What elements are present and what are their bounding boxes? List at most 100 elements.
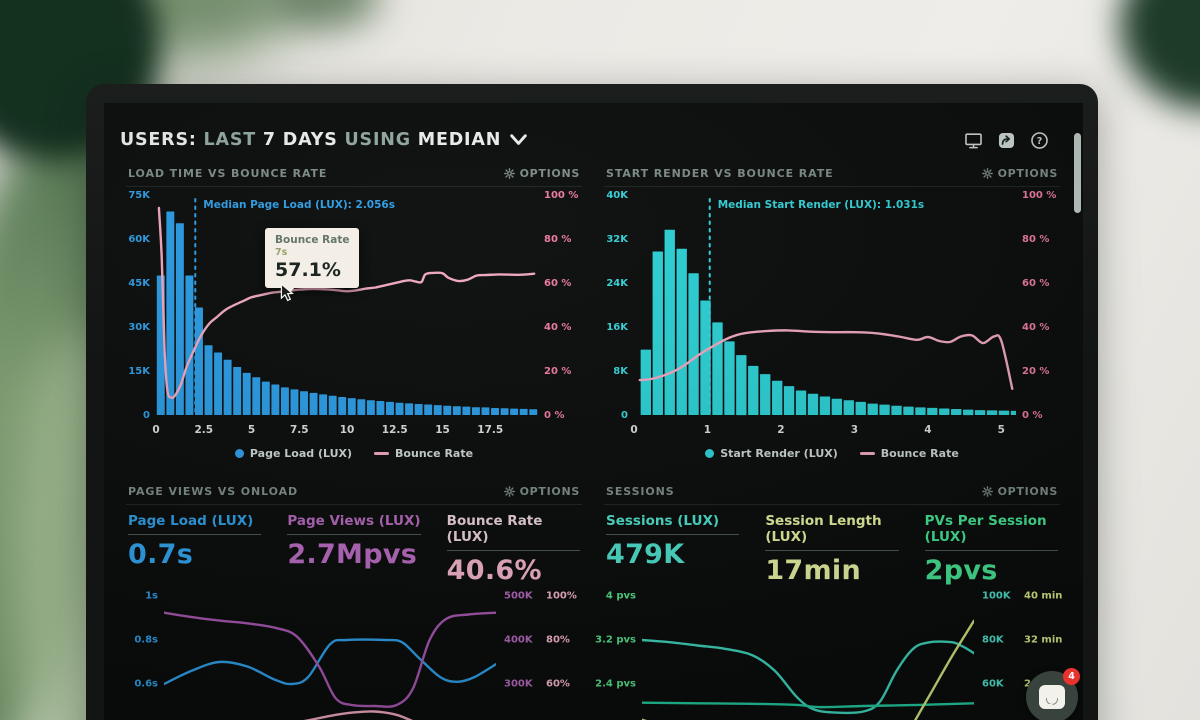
chat-bubble-icon (1039, 685, 1065, 709)
metric-underline (446, 550, 580, 551)
metric-sessions-lux-: Sessions (LUX) 479K (606, 513, 740, 586)
page-title-segment: 7 DAYS (262, 130, 345, 150)
chart-legend: Start Render (LUX) Bounce Rate (604, 447, 1060, 460)
y-axis-tick: 75K (128, 190, 150, 201)
x-axis-tick: 0 (630, 424, 638, 436)
chat-launcher-button[interactable]: 4 (1026, 668, 1080, 720)
y-axis-tick: 80K (982, 634, 1004, 646)
options-label: OPTIONS (519, 485, 580, 498)
x-axis-tick: 0 (152, 424, 160, 436)
panel-header: SESSIONS OPTIONS (604, 483, 1060, 505)
metric-underline (128, 534, 262, 535)
page-title-segment: USING (344, 130, 418, 150)
options-button[interactable]: OPTIONS (981, 485, 1058, 498)
scrollbar-thumb[interactable] (1074, 133, 1081, 213)
x-axis-tick: 3 (850, 424, 859, 436)
y-axis-tick: 16K (606, 322, 628, 333)
legend-line-marker (374, 452, 390, 455)
legend-label: Bounce Rate (395, 447, 474, 460)
y-axis-tick: 40 % (1022, 322, 1050, 333)
y-axis-tick: 40K (606, 190, 628, 201)
y-axis-tick-row: 300K 60% (504, 679, 570, 690)
y-axis-tick: 20 % (544, 366, 572, 377)
legend-label: Bounce Rate (880, 447, 959, 460)
legend-dot-marker (234, 449, 244, 458)
x-axis-tick: 7.5 (289, 424, 309, 436)
panel-title: SESSIONS (606, 485, 675, 498)
metric-pvs-per-session-lux-: PVs Per Session (LUX) 2pvs (924, 513, 1058, 586)
x-axis-tick: 15 (435, 424, 450, 436)
legend-item: Bounce Rate (374, 447, 473, 460)
page-views-line-chart[interactable] (164, 588, 496, 720)
metric-value: 0.7s (128, 539, 194, 570)
y-axis-left: 75K 60K 45K 30K 15K 0 (126, 191, 156, 421)
panel-page-views-vs-onload: PAGE VIEWS VS ONLOAD OPTIONS Page Load (LU… (126, 483, 582, 720)
legend-label: Page Load (LUX) (249, 447, 353, 460)
x-axis-tick: 5 (247, 424, 256, 436)
panel-title: LOAD TIME VS BOUNCE RATE (128, 167, 328, 180)
chart-legend: Page Load (LUX) Bounce Rate (126, 447, 582, 460)
median-annotation: Median Start Render (LUX): 1.031s (717, 199, 925, 211)
options-button[interactable]: OPTIONS (503, 485, 580, 498)
panel-load-time-vs-bounce-rate: LOAD TIME VS BOUNCE RATE OPTIONS 75K 60K 45K… (126, 165, 582, 473)
x-axis-tick: 4 (924, 424, 932, 436)
start-render-bar-chart[interactable] (634, 191, 1016, 421)
y-axis-tick: 100K (982, 590, 1011, 602)
gear-icon (503, 168, 515, 179)
plot-area (164, 588, 496, 720)
page-title[interactable]: USERS: LAST 7 DAYS USING MEDIAN (120, 130, 527, 150)
chart-area: 40K 32K 24K 16K 8K 0 Median Start Render (LUX)… (604, 191, 1060, 421)
load-time-bar-chart[interactable] (156, 191, 538, 421)
metric-value: 40.6% (446, 555, 542, 586)
metric-label: Session Length (LUX) (765, 513, 882, 545)
legend-item: Start Render (LUX) (705, 447, 838, 460)
y-axis-tick: 100 % (544, 190, 579, 201)
x-axis: 0 2.5 5 7.5 10 12.5 15 17.5 (152, 424, 538, 439)
monitor-icon[interactable] (964, 131, 983, 150)
metric-label: Bounce Rate (LUX) (446, 513, 543, 545)
title-bar: USERS: LAST 7 DAYS USING MEDIAN ? (120, 125, 1071, 155)
metric-value: 2pvs (924, 555, 998, 586)
metric-session-length-lux-: Session Length (LUX) 17min (765, 513, 899, 586)
tooltip-value: 57.1% (275, 259, 341, 281)
page-title-segment: USERS: (120, 130, 204, 150)
laptop-bezel: USERS: LAST 7 DAYS USING MEDIAN ? LOAD T… (86, 84, 1098, 720)
y-axis-tick: 500K (504, 590, 533, 602)
options-button[interactable]: OPTIONS (981, 167, 1058, 180)
svg-text:?: ? (1037, 135, 1043, 146)
options-button[interactable]: OPTIONS (503, 167, 580, 180)
x-axis-tick: 2.5 (194, 424, 214, 436)
y-axis-tick: 0.6s (134, 678, 158, 690)
chart-tooltip: Bounce Rate 7s 57.1% (265, 228, 360, 295)
share-icon[interactable] (997, 131, 1016, 150)
metric-value: 2.7Mpvs (287, 539, 418, 570)
y-axis-right: 100 % 80 % 60 % 40 % 20 % 0 % (538, 191, 582, 421)
metric-page-views-lux-: Page Views (LUX) 2.7Mpvs (287, 513, 421, 586)
x-axis-tick: 10 (339, 424, 355, 436)
mouse-cursor-icon (280, 282, 294, 306)
chat-unread-badge: 4 (1063, 668, 1080, 685)
tooltip-series-label: Bounce Rate (275, 234, 350, 246)
page-title-segment: MEDIAN (417, 130, 502, 150)
plot-area (642, 588, 974, 720)
y-axis-tick: 0 % (544, 410, 565, 421)
plot-area: Median Start Render (LUX): 1.031s (634, 191, 1016, 421)
gear-icon (981, 486, 993, 497)
x-axis: 0 1 2 3 4 5 (630, 424, 1016, 439)
metric-underline (924, 550, 1058, 551)
sessions-line-chart[interactable] (642, 588, 974, 720)
top-icon-group: ? (964, 131, 1049, 150)
help-icon[interactable]: ? (1030, 131, 1049, 150)
x-axis-tick: 2 (777, 424, 785, 436)
y-axis-tick: 4 pvs (605, 590, 636, 602)
y-axis-tick: 60K (128, 234, 150, 245)
plot-area: Median Page Load (LUX): 2.056s Bounce Rat… (156, 191, 538, 421)
y-axis-left: 1s0.8s0.6s0.4s (126, 588, 164, 720)
y-axis-tick: 40 % (544, 322, 572, 333)
gear-icon (981, 168, 993, 179)
dashboard-screen: USERS: LAST 7 DAYS USING MEDIAN ? LOAD T… (104, 103, 1083, 720)
options-label: OPTIONS (997, 485, 1058, 498)
chart-area: 75K 60K 45K 30K 15K 0 Median Page Load (LUX): … (126, 191, 582, 421)
